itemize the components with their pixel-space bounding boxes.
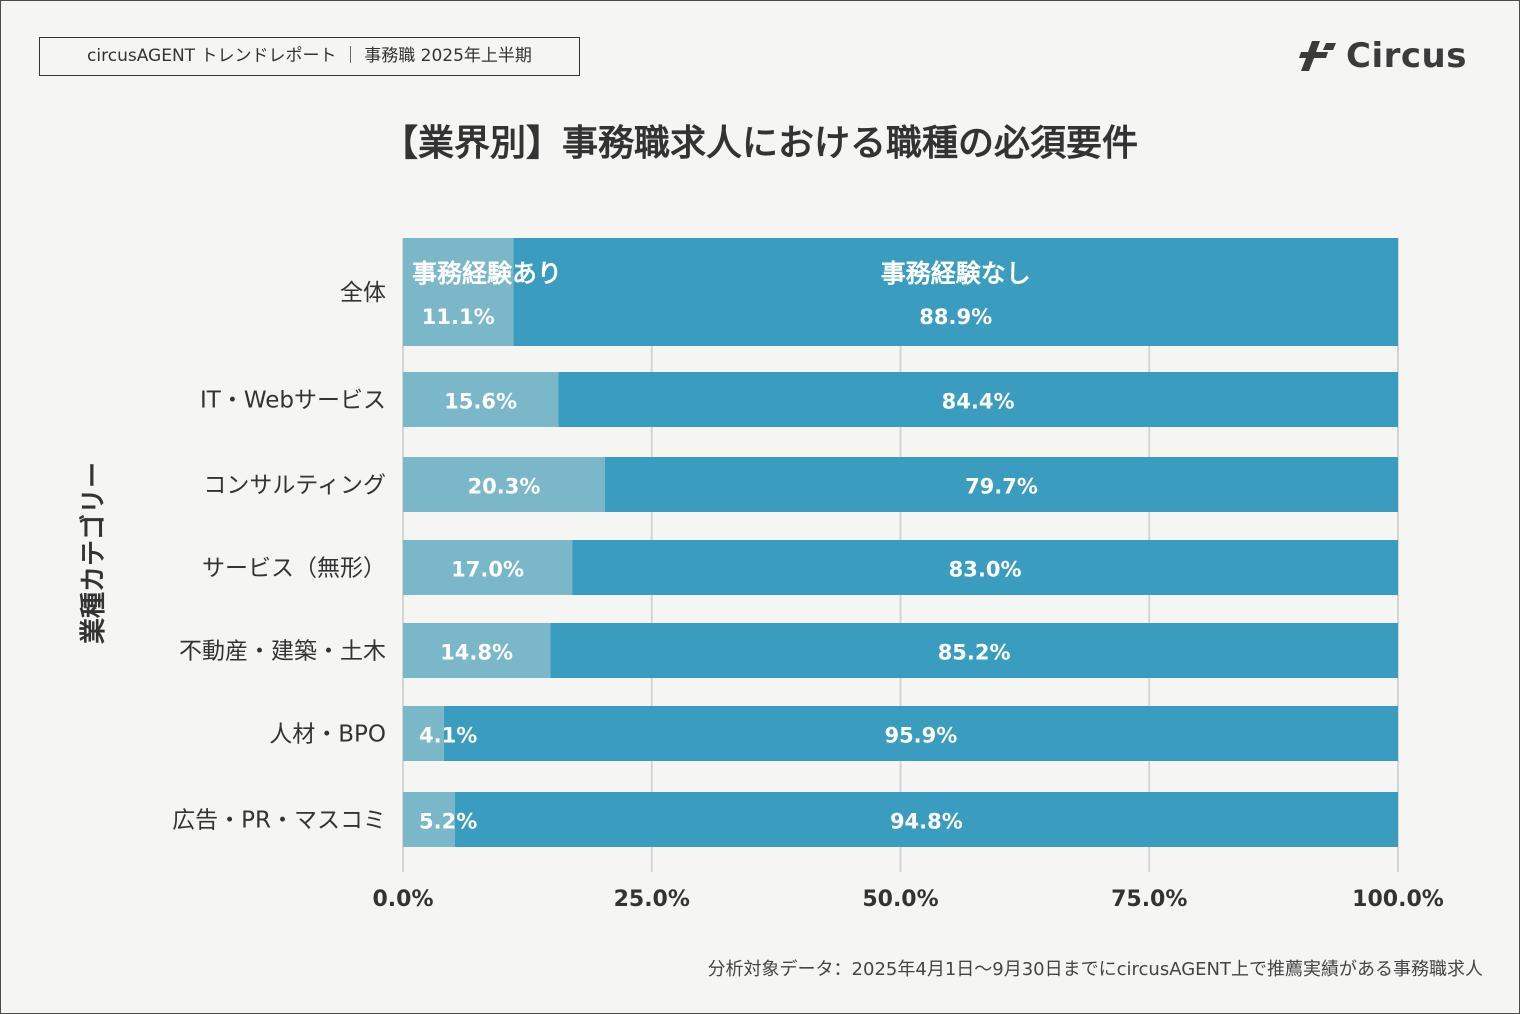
bar-segment-with-experience xyxy=(403,792,455,847)
data-label-with-experience: 4.1% xyxy=(419,724,477,748)
data-label-with-experience: 14.8% xyxy=(440,641,513,665)
bar-segment-without-experience xyxy=(558,372,1398,427)
bar-segment-with-experience xyxy=(403,623,551,678)
data-label-without-experience: 83.0% xyxy=(949,558,1022,582)
bar-segment-without-experience xyxy=(443,706,1398,761)
bar-segment-with-experience xyxy=(403,706,444,761)
category-label: サービス（無形） xyxy=(202,556,386,582)
category-label: 不動産・建築・土木 xyxy=(179,639,386,665)
category-label: 広告・PR・マスコミ xyxy=(172,808,386,834)
data-label-with-experience: 15.6% xyxy=(444,390,517,414)
category-label: 人材・BPO xyxy=(269,722,386,748)
bar-segment-without-experience xyxy=(550,623,1398,678)
data-label-with-experience: 11.1% xyxy=(422,305,495,329)
data-label-without-experience: 95.9% xyxy=(884,724,957,748)
data-label-with-experience: 5.2% xyxy=(419,810,477,834)
bar-segment-without-experience xyxy=(454,792,1398,847)
data-label-without-experience: 88.9% xyxy=(919,305,992,329)
legend-without-experience: 事務経験なし xyxy=(881,259,1031,288)
bar-segment-without-experience xyxy=(604,457,1398,512)
bar-segment-with-experience xyxy=(403,238,514,346)
data-label-with-experience: 17.0% xyxy=(451,558,524,582)
bar-segment-with-experience xyxy=(403,540,573,595)
bar-segment-with-experience xyxy=(403,457,605,512)
bar-segment-without-experience xyxy=(513,238,1398,346)
category-label: IT・Webサービス xyxy=(200,388,386,414)
category-label: 全体 xyxy=(340,280,386,306)
x-tick-label: 25.0% xyxy=(614,887,690,912)
x-tick-label: 100.0% xyxy=(1352,887,1444,912)
data-label-without-experience: 85.2% xyxy=(938,641,1011,665)
data-label-without-experience: 79.7% xyxy=(965,475,1038,499)
data-label-without-experience: 94.8% xyxy=(890,810,963,834)
data-label-with-experience: 20.3% xyxy=(468,475,541,499)
report-label: circusAGENT トレンドレポート ｜ 事務職 2025年上半期 xyxy=(39,37,580,76)
circus-logo-icon xyxy=(1299,41,1336,71)
bar-segment-with-experience xyxy=(403,372,559,427)
y-axis-title: 業種カテゴリー xyxy=(78,462,109,644)
x-tick-label: 0.0% xyxy=(372,887,433,912)
x-tick-label: 75.0% xyxy=(1111,887,1187,912)
circus-logo: Circus xyxy=(1298,36,1467,76)
circus-logo-text: Circus xyxy=(1346,36,1467,76)
category-label: コンサルティング xyxy=(203,473,386,499)
bar-segment-without-experience xyxy=(572,540,1398,595)
x-tick-label: 50.0% xyxy=(862,887,938,912)
legend-with-experience: 事務経験あり xyxy=(412,259,562,288)
footnote: 分析対象データ：2025年4月1日〜9月30日までにcircusAGENT上で推… xyxy=(707,959,1483,980)
chart-title: 【業界別】事務職求人における職種の必須要件 xyxy=(381,123,1138,164)
data-label-without-experience: 84.4% xyxy=(942,390,1015,414)
